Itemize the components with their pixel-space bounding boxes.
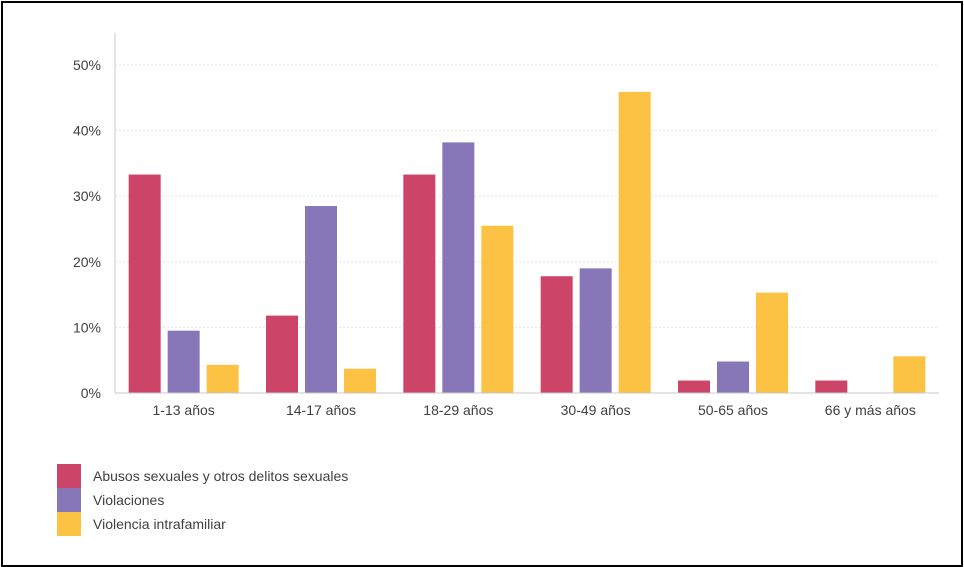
bar-chart: 0% 10% 20% 30% 40% 50% 1-13 años 14-17 años 18-… [57, 33, 939, 536]
y-tick-label: 0% [81, 385, 101, 401]
gridlines [115, 64, 939, 328]
legend-label: Violencia intrafamiliar [93, 516, 226, 532]
y-tick-label: 20% [73, 254, 101, 270]
legend-swatch [57, 512, 81, 536]
bar [305, 206, 337, 393]
y-tick-label: 40% [73, 123, 101, 139]
legend-swatch [57, 464, 81, 488]
bar [266, 315, 298, 393]
bar [206, 364, 239, 393]
x-tick-label: 66 y más años [825, 402, 916, 418]
x-tick-label: 50-65 años [698, 402, 768, 418]
bars [128, 91, 926, 394]
bar [678, 380, 710, 393]
x-tick-label: 30-49 años [561, 402, 631, 418]
y-tick-label: 30% [73, 188, 101, 204]
x-tick-label: 1-13 años [153, 402, 215, 418]
bar [442, 142, 475, 393]
legend: Abusos sexuales y otros delitos sexuales… [57, 464, 348, 536]
bar [403, 174, 436, 393]
y-tick-label: 10% [73, 319, 101, 335]
bar [344, 368, 376, 393]
legend-label: Violaciones [93, 492, 164, 508]
x-axis-ticks: 1-13 años 14-17 años 18-29 años 30-49 años 5… [153, 402, 916, 418]
bar [893, 356, 926, 393]
bar [167, 330, 200, 393]
bar [579, 268, 612, 393]
bar [618, 91, 651, 394]
y-tick-label: 50% [73, 57, 101, 73]
bar [815, 380, 848, 393]
y-axis-ticks: 0% 10% 20% 30% 40% 50% [73, 57, 101, 401]
legend-swatch [57, 488, 81, 512]
x-tick-label: 14-17 años [286, 402, 356, 418]
bar [540, 276, 573, 393]
bar [756, 292, 788, 393]
legend-label: Abusos sexuales y otros delitos sexuales [93, 468, 348, 484]
bar [717, 361, 749, 393]
bar [481, 225, 514, 393]
x-tick-label: 18-29 años [423, 402, 493, 418]
bar [128, 174, 161, 393]
